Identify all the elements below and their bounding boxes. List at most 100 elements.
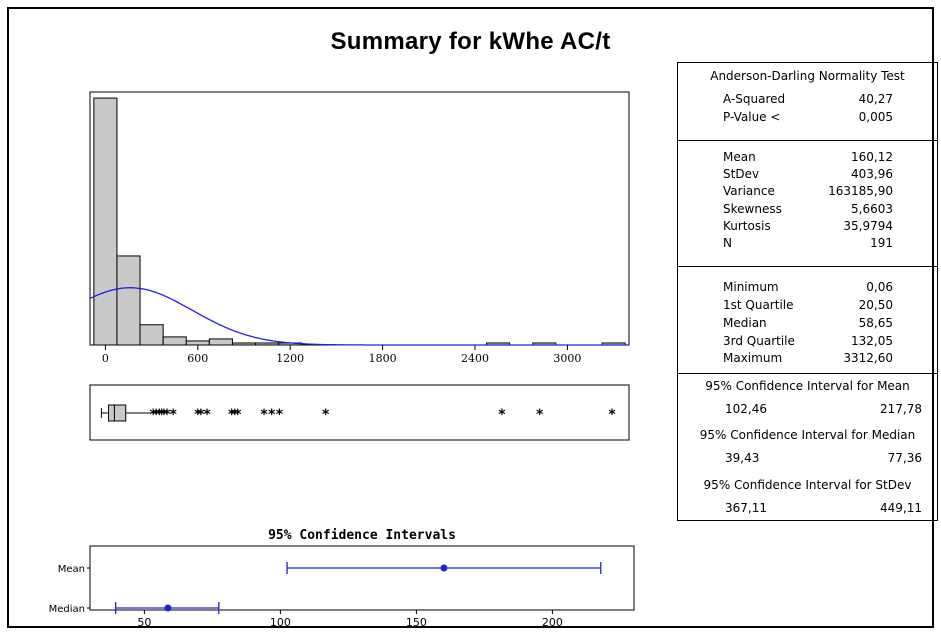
ci-high-value: 217,78 [880,402,922,416]
stat-row-variance: Variance 163185,90 [678,183,937,200]
stat-label: Minimum [723,280,779,294]
stat-row-n: N 191 [678,235,937,252]
stat-row-stdev: StDev 403,96 [678,166,937,183]
x-tick-label: 0 [102,352,109,365]
histogram-chart: 0 600 1200 1800 2400 3000 [89,91,630,365]
normal-fit-curve [89,287,629,346]
stat-value: 132,05 [851,334,893,348]
ci-stdev-header: 95% Confidence Interval for StDev [703,478,912,492]
boxplot-outlier: * [149,407,157,423]
stat-row-a-squared: A-Squared 40,27 [678,91,937,108]
boxplot-outlier: * [231,407,239,423]
boxplot-chart: ******* *** *** * * * * * * * [89,384,630,441]
ci-stdev-values: 367,11 449,11 [678,500,937,517]
boxplot-outlier: * [276,407,284,423]
boxplot-outlier: * [169,407,177,423]
ci-category-label: Mean [58,564,85,575]
stat-label: StDev [723,167,760,181]
boxplot-outlier: * [203,407,211,423]
ci-median-header: 95% Confidence Interval for Median [699,428,916,442]
histogram-bar [116,255,141,346]
stat-label: Skewness [723,202,782,216]
histogram-bar [231,342,257,346]
stat-label: Variance [723,184,775,198]
boxplot-outlier: * [163,407,171,423]
boxplot-outlier: * [228,407,236,423]
histogram-plot-area [89,91,630,346]
ci-high-value: 77,36 [887,451,922,465]
stat-row-q1: 1st Quartile 20,50 [678,297,937,314]
stat-row-median: Median 58,65 [678,315,937,332]
confidence-interval-chart: 95% Confidence Intervals Mean Median 50 100 1… [49,528,635,629]
boxplot-box [108,404,127,422]
ci-point-estimate [440,564,448,572]
stat-value: 3312,60 [843,351,893,365]
stat-value: 160,12 [851,150,893,164]
ci-stdev-section: 95% Confidence Interval for StDev 367,11… [678,473,937,521]
boxplot-outlier: * [234,407,242,423]
boxplot-outlier: * [160,407,168,423]
stat-label: Maximum [723,351,783,365]
stat-row-skewness: Skewness 5,6603 [678,201,937,218]
histogram-bar [162,336,187,346]
stat-label: Mean [723,150,756,164]
ci-mean-header: 95% Confidence Interval for Mean [705,379,910,393]
stat-value: 40,27 [858,92,893,106]
histogram-bar [93,97,118,346]
normality-test-header: Anderson-Darling Normality Test [710,69,905,83]
x-tick-label: 2400 [461,352,489,365]
x-tick-label: 1800 [369,352,397,365]
stat-value: 0,005 [858,110,893,124]
stat-row-maximum: Maximum 3312,60 [678,350,937,367]
stat-row-minimum: Minimum 0,06 [678,279,937,296]
stat-value: 0,06 [866,280,893,294]
ci-x-tick-label: 150 [406,616,427,629]
ci-high-value: 449,11 [880,501,922,515]
histogram-bar [185,340,210,346]
stat-value: 191 [870,236,893,250]
ci-category-label: Median [49,604,85,615]
boxplot-outlier: * [156,407,164,423]
ci-median-section: 95% Confidence Interval for Median 39,43… [678,423,937,473]
x-tick-label: 3000 [553,352,581,365]
boxplot-outlier: * [197,407,205,423]
ci-x-tick-label: 50 [137,616,151,629]
summary-stats-panel: Anderson-Darling Normality Test A-Square… [677,62,938,521]
stat-row-kurtosis: Kurtosis 35,9794 [678,218,937,235]
descriptive-stats-section: Mean 160,12 StDev 403,96 Variance 163185… [678,140,937,266]
stat-value: 5,6603 [851,202,893,216]
stat-value: 35,9794 [843,219,893,233]
normality-test-section: Anderson-Darling Normality Test A-Square… [678,63,937,140]
stat-value: 58,65 [858,316,893,330]
quantiles-section: Minimum 0,06 1st Quartile 20,50 Median 5… [678,266,937,373]
boxplot-outlier: * [158,407,166,423]
histogram-bar [255,342,280,346]
stat-label: 3rd Quartile [723,334,795,348]
ci-low-value: 102,46 [725,402,767,416]
ci-low-value: 39,43 [725,451,760,465]
boxplot-outlier: * [608,407,616,423]
boxplot-outlier: * [260,407,268,423]
stat-label: Median [723,316,767,330]
ci-point-estimate [164,604,172,612]
ci-chart-title: 95% Confidence Intervals [268,528,456,543]
histogram-bar [208,338,233,346]
boxplot-outlier: * [194,407,202,423]
stat-value: 403,96 [851,167,893,181]
boxplot-plot-area [89,384,630,441]
stat-label: Kurtosis [723,219,771,233]
stat-row-p-value: P-Value < 0,005 [678,109,937,126]
figure-title: Summary for kWhe AC/t [330,28,611,55]
ci-mean-section: 95% Confidence Interval for Mean 102,46 … [678,373,937,423]
x-tick-label: 1200 [276,352,304,365]
stat-value: 20,50 [858,298,893,312]
boxplot-outlier: * [322,407,330,423]
stat-value: 163185,90 [828,184,893,198]
x-tick-label: 600 [187,352,208,365]
stat-label: P-Value < [723,110,781,124]
stat-label: N [723,236,732,250]
ci-x-tick-label: 100 [270,616,291,629]
ci-plot-area [89,545,635,611]
boxplot-outlier: * [536,407,544,423]
stat-row-mean: Mean 160,12 [678,149,937,166]
